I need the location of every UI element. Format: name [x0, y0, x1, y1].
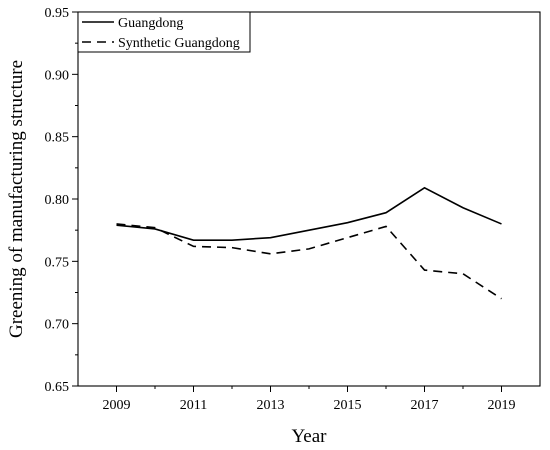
x-tick-label: 2015: [334, 398, 362, 413]
y-tick-label: 0.85: [45, 131, 70, 146]
legend: Guangdong Synthetic Guangdong: [77, 11, 251, 53]
x-tick-label: 2011: [180, 398, 207, 413]
y-axis-ticks: 0.65 0.70 0.75 0.80 0.85 0.90 0.95: [45, 6, 78, 395]
plot-frame: [77, 11, 541, 387]
x-axis-title: Year: [291, 426, 327, 447]
y-tick-label: 0.80: [45, 193, 70, 208]
x-tick-label: 2009: [103, 398, 131, 413]
x-tick-label: 2017: [411, 398, 439, 413]
y-axis-title: Greening of manufacturing structure: [6, 60, 27, 338]
y-tick-label: 0.75: [45, 255, 70, 270]
y-tick-label: 0.95: [45, 6, 70, 21]
series-layer: [116, 186, 502, 300]
legend-label-guangdong: Guangdong: [118, 16, 183, 31]
legend-box: [77, 11, 251, 53]
x-tick-label: 2019: [488, 398, 516, 413]
x-axis-ticks: 2009 2011 2013 2015 2017 2019: [103, 386, 516, 413]
y-tick-label: 0.65: [45, 380, 70, 395]
legend-label-synthetic-guangdong: Synthetic Guangdong: [118, 36, 240, 51]
y-tick-label: 0.90: [45, 68, 70, 83]
series-line-synthetic-guangdong: [116, 223, 502, 300]
series-line-guangdong: [116, 186, 502, 241]
x-tick-label: 2013: [257, 398, 285, 413]
y-tick-label: 0.70: [45, 318, 70, 333]
